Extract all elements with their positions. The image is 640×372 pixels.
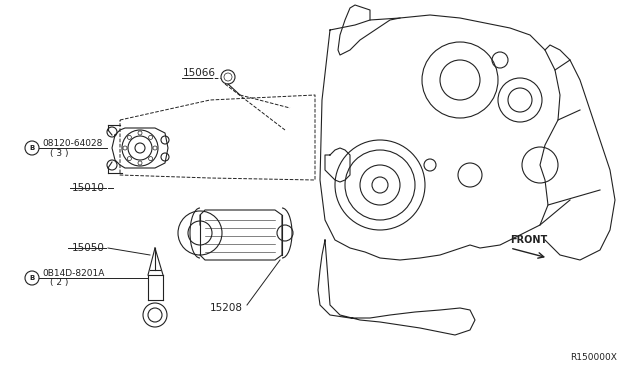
Text: B: B — [29, 275, 35, 281]
Text: R150000X: R150000X — [570, 353, 617, 362]
Text: 0B14D-8201A: 0B14D-8201A — [42, 269, 104, 278]
Text: B: B — [29, 145, 35, 151]
Text: 15208: 15208 — [210, 303, 243, 313]
Text: FRONT: FRONT — [510, 235, 547, 245]
Text: 08120-64028: 08120-64028 — [42, 138, 102, 148]
Text: ( 3 ): ( 3 ) — [50, 148, 68, 157]
Text: ( 2 ): ( 2 ) — [50, 279, 68, 288]
Text: 15010: 15010 — [72, 183, 105, 193]
Text: 15050: 15050 — [72, 243, 105, 253]
Text: 15066: 15066 — [183, 68, 216, 78]
